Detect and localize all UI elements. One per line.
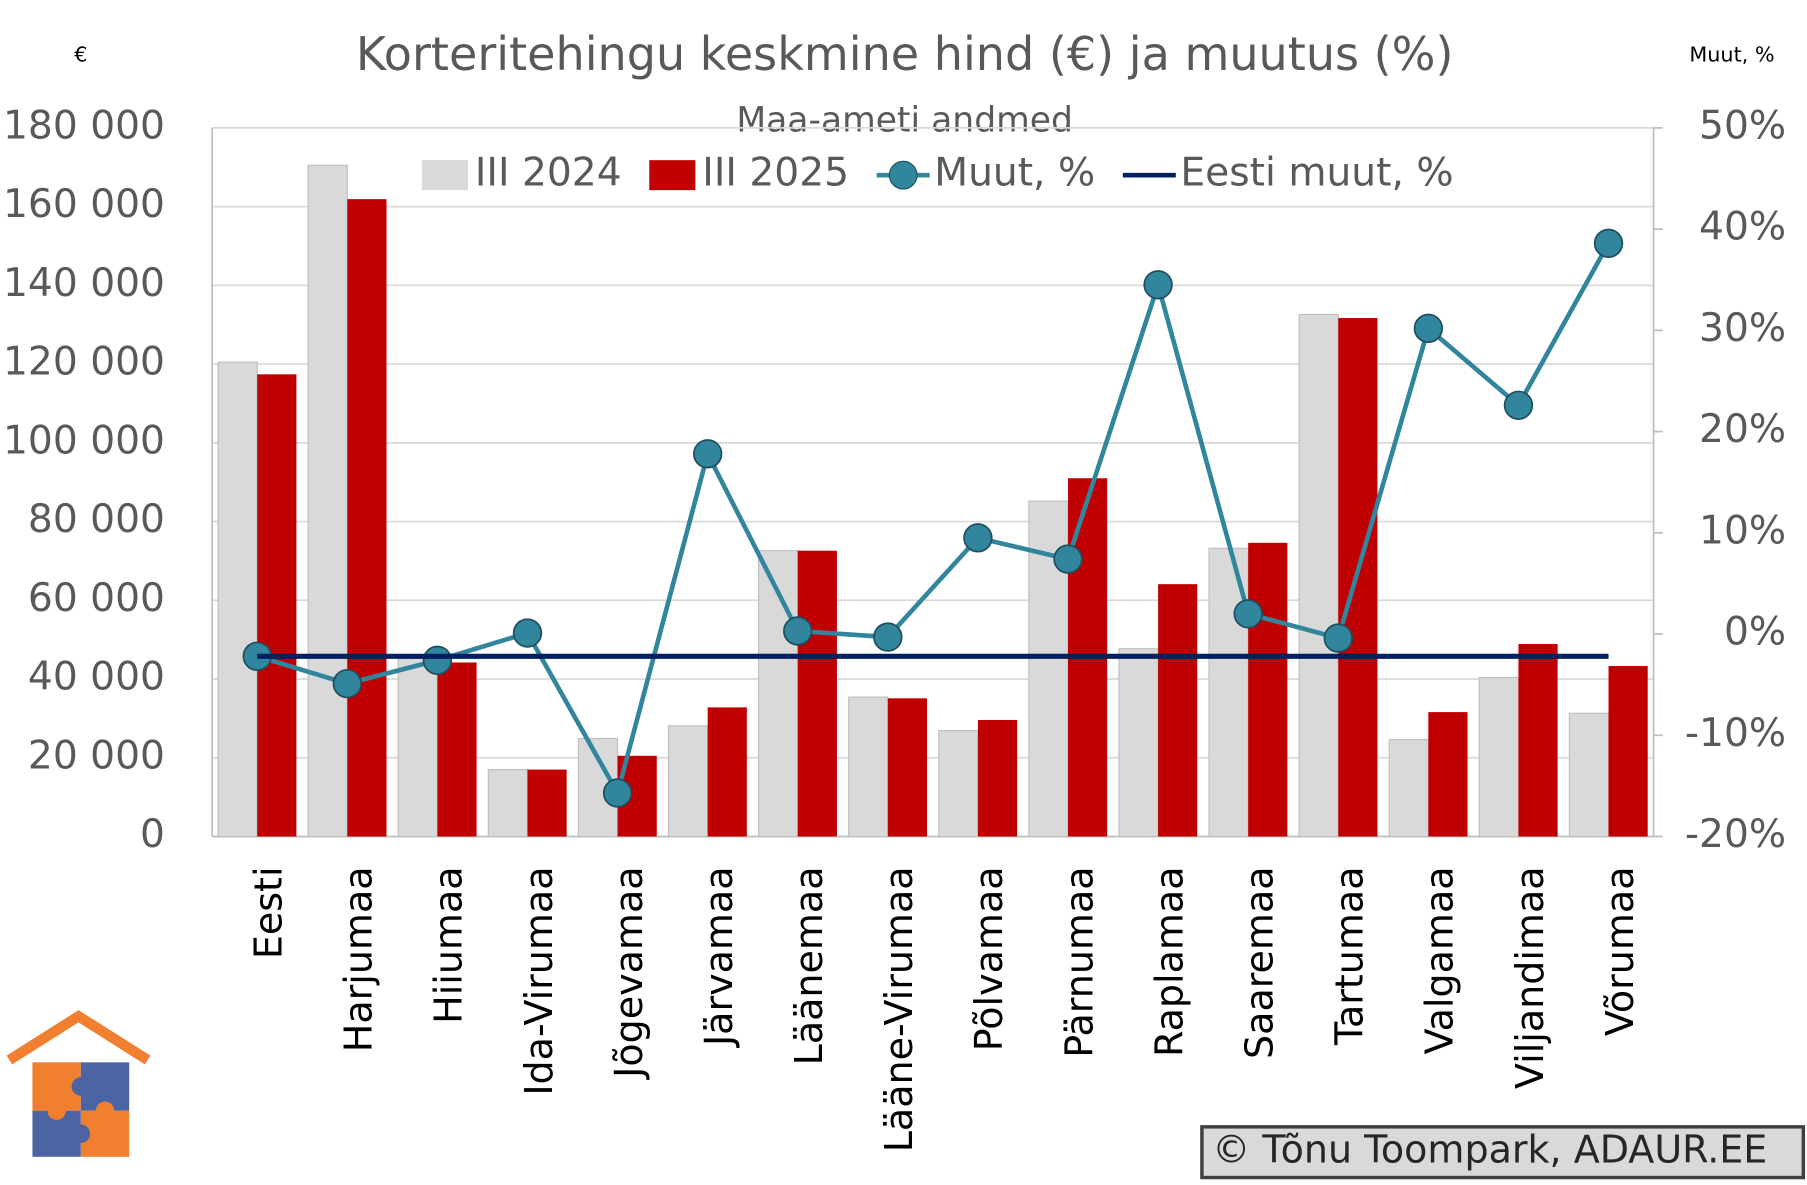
bar	[217, 361, 258, 838]
legend-swatch	[421, 160, 468, 191]
x-tick-label: Tartumaa	[1328, 866, 1372, 1045]
bar	[1478, 676, 1520, 838]
legend-label: III 2025	[702, 151, 849, 196]
bar	[307, 164, 348, 838]
bar	[757, 550, 799, 838]
y-tick-label: 100 000	[3, 418, 165, 463]
y-tick-label: 180 000	[3, 103, 165, 148]
bar	[707, 707, 747, 837]
x-tick-label: Jõgevamaa	[607, 866, 651, 1079]
legend-label: III 2024	[475, 151, 622, 196]
y2-tick-label: 0%	[1724, 610, 1786, 655]
legend-swatch	[649, 160, 696, 191]
bar	[887, 698, 928, 837]
x-tick-label: Ida-Virumaa	[517, 866, 561, 1095]
line-marker	[332, 668, 363, 699]
y-tick-label: 120 000	[3, 340, 165, 385]
line-marker	[512, 618, 543, 648]
bar	[397, 657, 438, 838]
line-marker	[692, 439, 723, 469]
x-tick-label: Võrumaa	[1598, 866, 1642, 1036]
logo	[6, 1010, 151, 1157]
legend-label: Muut, %	[934, 151, 1095, 196]
legend-marker	[888, 160, 918, 190]
bar	[1118, 648, 1159, 838]
bar	[1388, 739, 1429, 838]
y2-tick-label: 40%	[1699, 205, 1786, 250]
credit-box: © Tõnu Toompark, ADAUR.EE	[1200, 1125, 1806, 1180]
bar	[797, 550, 837, 837]
y2-tick-label: 50%	[1699, 103, 1786, 148]
bar	[848, 696, 889, 838]
x-tick-label: Viljandimaa	[1508, 866, 1552, 1089]
line-marker	[1503, 390, 1534, 420]
chart-subtitle: Maa-ameti andmed	[736, 101, 1073, 141]
x-tick-label: Pärnumaa	[1057, 866, 1101, 1057]
y2-tick-label: -10%	[1685, 711, 1786, 756]
credit: © Tõnu Toompark, ADAUR.EE	[1212, 1128, 1767, 1172]
bar	[257, 374, 297, 837]
line-marker	[1053, 544, 1083, 574]
bar	[977, 719, 1018, 837]
x-tick-label: Valgamaa	[1418, 866, 1462, 1054]
line-marker	[1323, 623, 1353, 653]
x-tick-label: Lääne-Virumaa	[877, 866, 921, 1152]
line-marker	[1233, 599, 1263, 629]
bar	[1428, 712, 1468, 837]
legend: III 2024 III 2025 Muut, % Eesti muut, %	[421, 151, 1454, 196]
line-marker	[1143, 270, 1173, 300]
line-marker	[783, 616, 813, 646]
bar	[347, 199, 387, 837]
y2-tick-label: 10%	[1699, 508, 1786, 553]
line-marker	[963, 523, 993, 553]
bar	[487, 768, 529, 838]
x-tick-label: Eesti	[247, 866, 291, 959]
x-tick-label: Järvamaa	[697, 866, 741, 1048]
line	[256, 242, 1611, 800]
bar	[1298, 313, 1339, 838]
y-axis-label: €	[74, 42, 87, 66]
line-marker	[1593, 228, 1624, 258]
x-tick-label: Harjumaa	[337, 866, 381, 1052]
line-marker	[602, 778, 633, 808]
bar	[437, 662, 477, 837]
bar	[1158, 584, 1198, 837]
line-marker	[873, 622, 903, 652]
y2-tick-label: 30%	[1699, 306, 1786, 351]
chart-title: Korteritehingu keskmine hind (€) ja muut…	[356, 27, 1454, 81]
bar	[527, 769, 567, 837]
y-tick-label: 80 000	[28, 497, 165, 542]
line-marker	[1413, 313, 1444, 344]
y2-tick-label: 20%	[1699, 407, 1786, 452]
y-tick-label: 160 000	[3, 182, 165, 227]
bar	[1568, 712, 1610, 838]
y2-axis-label: Muut, %	[1689, 42, 1774, 66]
y2-tick-label: -20%	[1685, 812, 1786, 857]
x-tick-label: Põlvamaa	[967, 866, 1011, 1051]
x-tick-label: Saaremaa	[1238, 866, 1282, 1059]
x-tick-label: Hiiumaa	[427, 866, 471, 1023]
y-tick-label: 0	[140, 812, 165, 857]
y-tick-label: 40 000	[28, 655, 165, 700]
bar	[667, 725, 709, 838]
bar	[1518, 643, 1558, 837]
bar	[1608, 666, 1648, 837]
line-marker	[422, 645, 453, 676]
y-tick-label: 20 000	[28, 733, 165, 778]
x-tick-label: Raplamaa	[1147, 866, 1191, 1057]
x-tick-label: Läänemaa	[787, 866, 831, 1065]
y-tick-label: 140 000	[3, 261, 165, 306]
legend-label: Eesti muut, %	[1180, 151, 1453, 196]
bar	[1248, 542, 1288, 837]
bar	[938, 730, 979, 838]
y-tick-label: 60 000	[28, 576, 165, 621]
